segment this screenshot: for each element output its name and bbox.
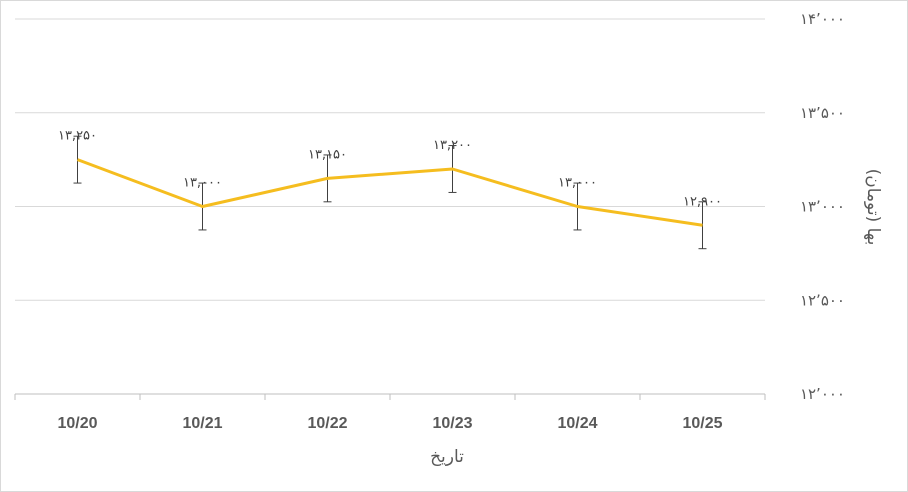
data-label: ۱۳,۱۵۰ (308, 147, 347, 162)
x-tick-label: 10/24 (557, 415, 597, 432)
data-label: ۱۲,۹۰۰ (683, 194, 722, 209)
y-tick-label: ۱۳٬۵۰۰ (800, 104, 845, 122)
x-tick-label: 10/23 (432, 415, 472, 432)
x-tick-label: 10/25 (682, 415, 722, 432)
x-tick-label: 10/21 (182, 415, 222, 432)
data-labels: ۱۳,۲۵۰ ۱۳,۰۰۰ ۱۳,۱۵۰ ۱۳,۲۰۰ ۱۳,۰۰۰ ۱۲,۹۰۰ (58, 129, 722, 210)
x-tick-label: 10/22 (307, 415, 347, 432)
series-line (76, 158, 703, 227)
data-label: ۱۳,۰۰۰ (558, 176, 597, 191)
y-axis-title: بها (تومان) (863, 169, 883, 246)
data-label: ۱۳,۲۵۰ (58, 129, 97, 144)
y-tick-label: ۱۳٬۰۰۰ (800, 198, 845, 216)
x-axis: 10/20 10/21 10/22 10/23 10/24 10/25 (14, 393, 766, 432)
x-tick-label: 10/20 (57, 415, 97, 432)
y-tick-label: ۱۲٬۵۰۰ (800, 291, 845, 309)
series-lines (76, 158, 703, 227)
y-tick-label: ۱۴٬۰۰۰ (800, 10, 845, 28)
data-label: ۱۳,۰۰۰ (183, 176, 222, 191)
y-axis-tick-labels: ۱۲٬۰۰۰ ۱۲٬۵۰۰ ۱۳٬۰۰۰ ۱۳٬۵۰۰ ۱۴٬۰۰۰ (800, 10, 845, 403)
x-axis-title: تاریخ (430, 447, 464, 467)
data-label: ۱۳,۲۰۰ (433, 138, 472, 153)
gridlines (15, 18, 765, 301)
y-tick-label: ۱۲٬۰۰۰ (800, 385, 845, 403)
